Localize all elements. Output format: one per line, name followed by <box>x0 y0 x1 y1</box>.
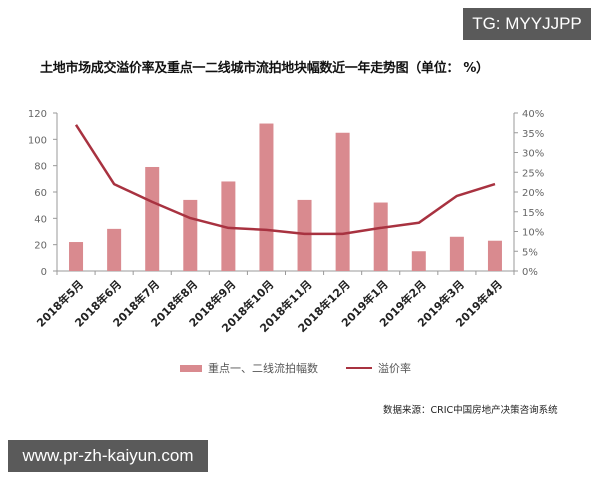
bar <box>69 242 84 271</box>
left-tick-label: 100 <box>28 135 47 146</box>
bar <box>145 166 160 271</box>
right-tick-label: 40% <box>522 109 544 120</box>
legend-bar-label: 重点一、二线流拍幅数 <box>208 362 318 375</box>
bar <box>411 251 426 271</box>
watermark-url-badge: www.pr-zh-kaiyun.com <box>8 440 208 472</box>
bar <box>107 228 122 271</box>
left-tick-label: 120 <box>28 109 47 120</box>
legend-line-swatch <box>346 367 372 369</box>
bar <box>297 199 312 271</box>
right-tick-label: 35% <box>522 129 544 140</box>
watermark-telegram-badge: TG: MYYJJPP <box>463 8 591 40</box>
right-tick-label: 10% <box>522 228 544 239</box>
left-tick-label: 20 <box>34 241 47 252</box>
left-tick-label: 60 <box>34 188 47 199</box>
legend-bar-swatch <box>180 364 202 372</box>
right-tick-label: 5% <box>522 247 538 258</box>
bar <box>373 202 388 271</box>
bar <box>183 199 198 271</box>
legend-line-label: 溢价率 <box>378 362 411 375</box>
right-tick-label: 0% <box>522 267 538 278</box>
bar <box>487 240 502 271</box>
left-tick-label: 0 <box>41 267 47 278</box>
bar <box>221 181 236 271</box>
chart-title: 土地市场成交溢价率及重点一二线城市流拍地块幅数近一年走势图（单位： %） <box>40 61 489 76</box>
left-tick-label: 80 <box>34 162 47 173</box>
right-tick-label: 30% <box>522 149 544 160</box>
right-tick-label: 20% <box>522 188 544 199</box>
right-tick-label: 25% <box>522 168 544 179</box>
bar <box>259 123 274 272</box>
bar <box>335 132 350 271</box>
chart-legend: 重点一、二线流拍幅数 溢价率 <box>180 360 411 376</box>
right-tick-label: 15% <box>522 208 544 219</box>
bar <box>449 236 464 271</box>
data-source-note: 数据来源：CRIC中国房地产决策咨询系统 <box>383 405 558 416</box>
left-tick-label: 40 <box>34 214 47 225</box>
premium-rate-line <box>74 124 496 236</box>
